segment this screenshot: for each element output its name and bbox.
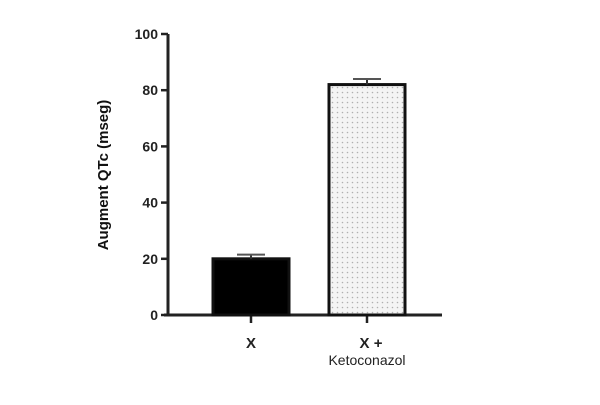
y-tick-label: 40 bbox=[142, 195, 158, 211]
y-tick-label: 100 bbox=[135, 26, 159, 42]
y-tick-label: 20 bbox=[142, 251, 158, 267]
bar-2 bbox=[327, 83, 407, 317]
bar-1 bbox=[211, 257, 291, 317]
y-tick-label: 80 bbox=[142, 82, 158, 98]
y-axis-label: Augment QTc (mseg) bbox=[95, 100, 112, 251]
x-tick-label: X + bbox=[360, 335, 383, 352]
y-tick-label: 0 bbox=[150, 307, 158, 323]
x-tick-label: X bbox=[246, 335, 256, 352]
x-tick-label: Ketoconazol bbox=[328, 352, 405, 368]
y-tick-label: 60 bbox=[142, 138, 158, 154]
